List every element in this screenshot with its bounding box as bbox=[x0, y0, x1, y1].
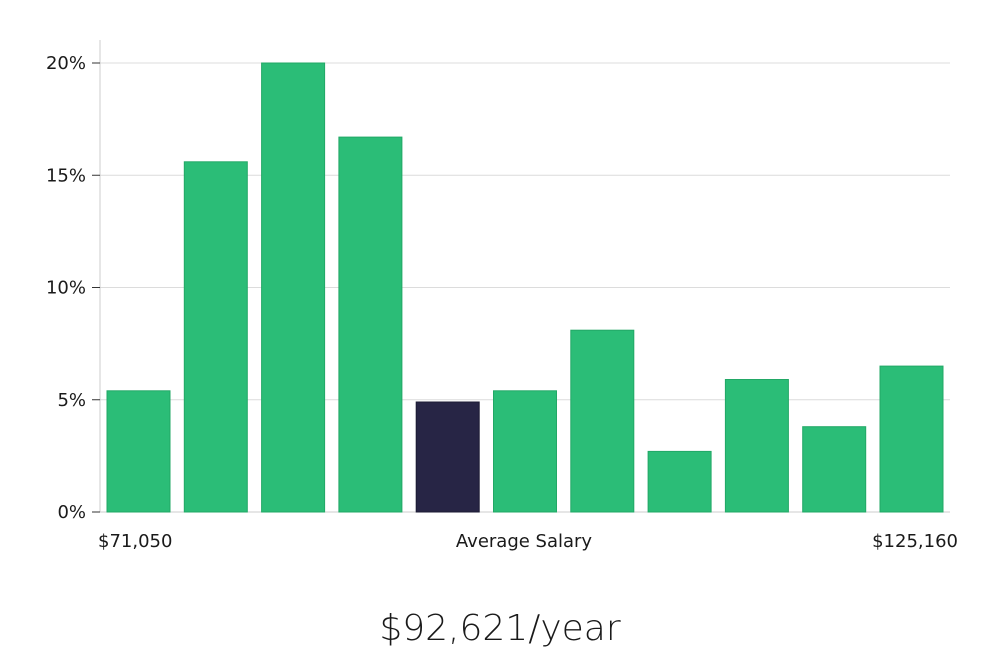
y-tick-label: 5% bbox=[57, 390, 86, 411]
bar-highlight-average bbox=[415, 401, 480, 513]
bars bbox=[106, 62, 944, 513]
bar bbox=[493, 390, 557, 513]
y-tick-labels: 0% 5% 10% 15% 20% bbox=[46, 53, 100, 523]
y-tick-label: 15% bbox=[46, 165, 86, 186]
bar bbox=[338, 136, 403, 513]
x-axis-title: Average Salary bbox=[456, 531, 593, 552]
bar bbox=[879, 365, 944, 513]
y-tick-label: 10% bbox=[46, 278, 86, 299]
bar bbox=[724, 379, 789, 513]
bar bbox=[802, 426, 867, 513]
x-min-label: $71,050 bbox=[98, 531, 172, 552]
bar bbox=[647, 450, 712, 513]
x-max-label: $125,160 bbox=[872, 531, 958, 552]
y-tick-label: 0% bbox=[57, 502, 86, 523]
bar bbox=[261, 62, 326, 513]
salary-distribution-chart: 0% 5% 10% 15% 20% $71,050 Average Salary $12… bbox=[46, 40, 958, 552]
bar bbox=[106, 390, 171, 513]
bar bbox=[570, 329, 635, 513]
average-salary-value: $92,621/year bbox=[379, 608, 621, 649]
y-tick-label: 20% bbox=[46, 53, 86, 74]
bar bbox=[183, 161, 248, 513]
